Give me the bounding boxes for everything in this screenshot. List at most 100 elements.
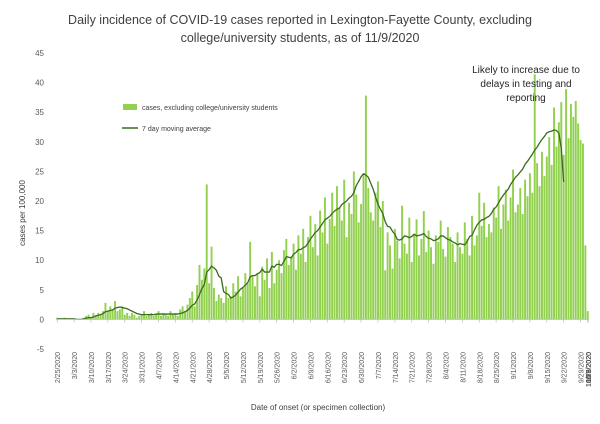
bar	[422, 211, 425, 320]
bar	[157, 311, 160, 320]
bar	[350, 214, 353, 320]
bar	[133, 314, 136, 320]
bar	[232, 283, 235, 320]
y-tick-label: 40	[35, 79, 44, 88]
bar	[367, 187, 370, 320]
bar	[111, 309, 114, 320]
bar	[468, 255, 471, 320]
bar	[526, 196, 529, 320]
bar	[258, 296, 261, 320]
x-tick-label: 9/29/2020	[579, 352, 586, 383]
bar	[456, 232, 459, 320]
bar	[126, 312, 129, 320]
bar	[123, 314, 126, 320]
bar	[215, 301, 218, 320]
bar	[92, 312, 95, 320]
bar	[357, 222, 360, 320]
bar	[439, 220, 442, 320]
bar	[553, 107, 555, 320]
bar	[497, 186, 500, 320]
bar	[140, 314, 143, 320]
bar	[504, 189, 507, 320]
bar	[374, 192, 377, 320]
bar-series-layer	[56, 74, 589, 320]
annotation-line-2: delays in testing and	[480, 79, 571, 90]
bar	[548, 137, 551, 320]
x-tick-label: 6/16/2020	[325, 352, 332, 383]
bar	[292, 243, 295, 320]
bar	[102, 311, 104, 320]
bar	[410, 261, 413, 320]
bar	[377, 181, 379, 320]
bar	[483, 202, 486, 320]
bar	[222, 302, 225, 320]
bar	[172, 314, 174, 320]
bar	[512, 169, 514, 320]
x-tick-label: 9/8/2020	[528, 352, 535, 379]
x-tick-label: 5/19/2020	[258, 352, 265, 383]
bar	[198, 264, 201, 320]
bar	[461, 253, 464, 320]
x-tick-label: 3/10/2020	[89, 352, 96, 383]
bar	[565, 89, 568, 320]
bar	[442, 248, 445, 320]
x-tick-label: 11/3/2020	[586, 352, 593, 383]
bar	[393, 228, 396, 320]
bar	[340, 220, 343, 320]
bar	[396, 240, 399, 320]
bar	[273, 283, 276, 320]
bar	[220, 298, 223, 320]
bar	[251, 276, 254, 320]
bar	[463, 222, 466, 320]
x-tick-label: 9/1/2020	[511, 352, 518, 379]
bar	[545, 156, 548, 320]
bar	[237, 276, 240, 320]
bar	[582, 143, 584, 320]
bar	[321, 232, 324, 320]
bar	[519, 187, 522, 320]
bar	[514, 212, 517, 320]
x-tick-label: 6/2/2020	[292, 352, 299, 379]
bar	[193, 306, 196, 320]
bar	[352, 171, 355, 320]
legend-label-line: 7 day moving average	[142, 126, 211, 133]
bar	[114, 301, 117, 320]
bar	[451, 243, 454, 320]
bar	[254, 286, 256, 320]
bar	[118, 309, 121, 320]
bar	[384, 270, 387, 320]
bar	[270, 251, 273, 320]
x-tick-label: 11/9/2020	[586, 352, 593, 383]
bar	[495, 217, 498, 320]
y-tick-label: 35	[35, 108, 44, 117]
x-tick-label: 4/28/2020	[207, 352, 214, 383]
bar	[586, 311, 589, 320]
bar	[355, 194, 358, 320]
bar	[316, 255, 319, 320]
bar	[176, 315, 179, 320]
bar	[319, 210, 322, 320]
bar	[200, 279, 203, 320]
bar	[234, 291, 237, 320]
x-tick-label: 10/6/2020	[586, 352, 593, 383]
bar	[106, 311, 109, 320]
bar	[555, 146, 558, 320]
bar	[425, 251, 428, 320]
bar	[290, 256, 293, 320]
bar	[241, 288, 244, 320]
y-tick-label: 20	[35, 197, 44, 206]
bar	[225, 286, 227, 320]
x-tick-label: 5/5/2020	[224, 352, 231, 379]
bar	[415, 219, 418, 320]
bar	[94, 315, 97, 320]
bar	[427, 230, 430, 320]
bar	[480, 225, 483, 320]
y-tick-label: 25	[35, 167, 44, 176]
bar	[432, 263, 435, 320]
bar	[516, 204, 519, 320]
bar	[369, 212, 372, 320]
bar	[533, 74, 536, 320]
bar	[328, 218, 331, 320]
